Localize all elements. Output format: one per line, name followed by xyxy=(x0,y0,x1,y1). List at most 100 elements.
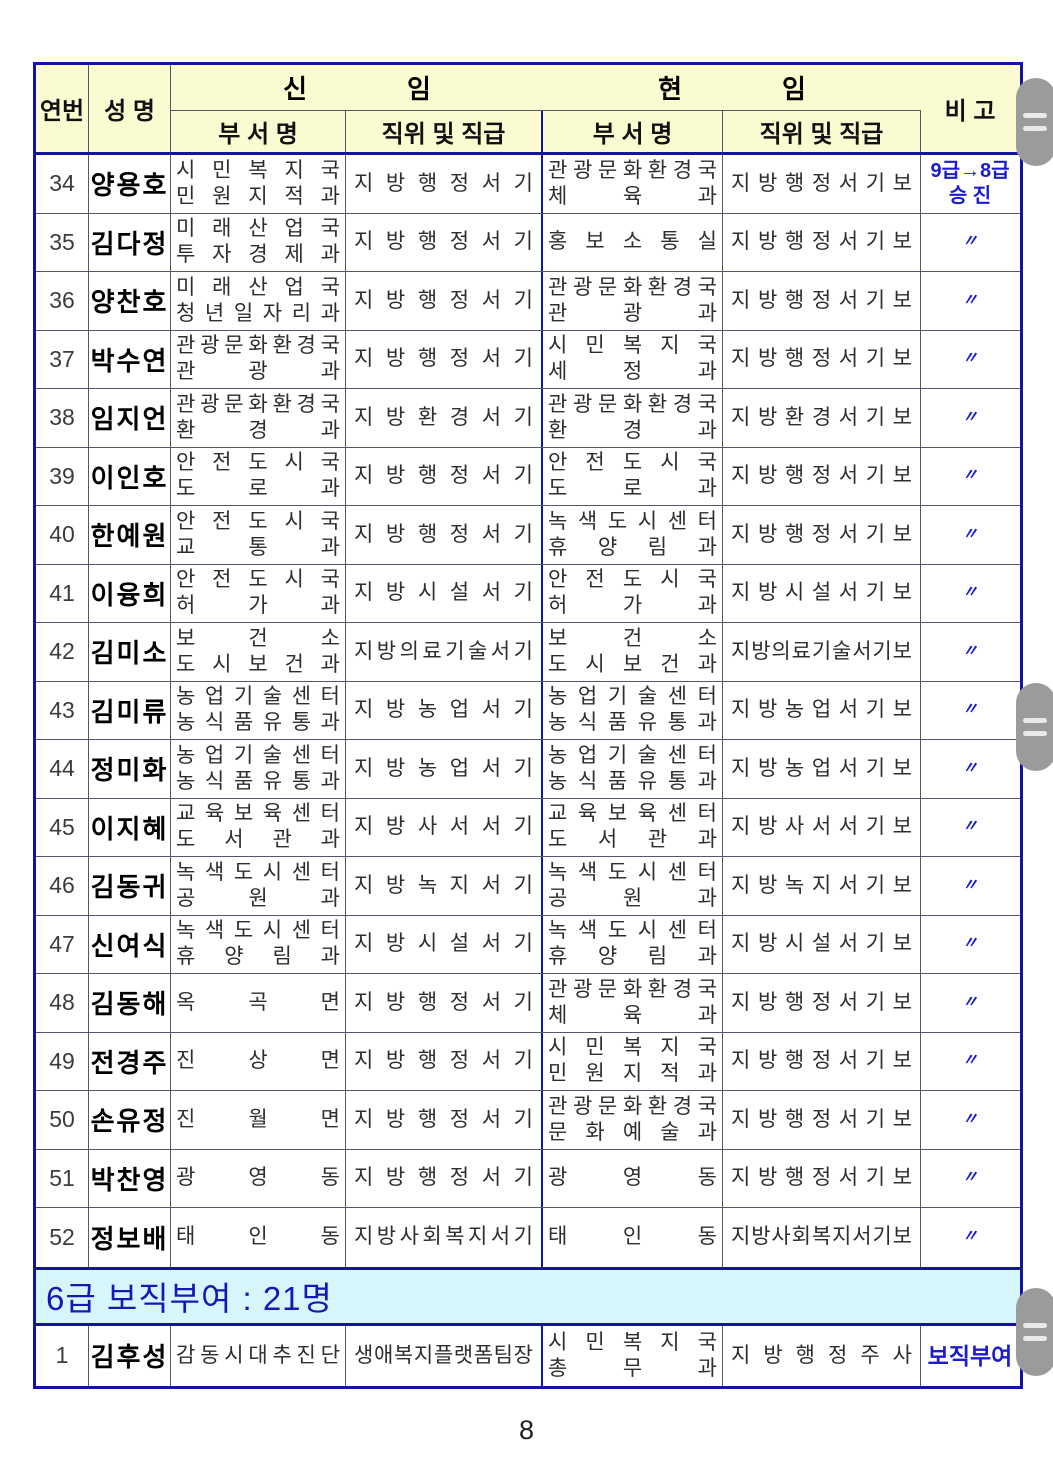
name-cell: 이융희 xyxy=(89,564,171,622)
scroll-handle-bottom[interactable] xyxy=(1016,1288,1053,1376)
header-current-left: 현 xyxy=(658,74,682,104)
name-cell: 정보배 xyxy=(89,1208,171,1267)
note-cell: 〃 xyxy=(921,682,1019,740)
note-cell: 〃 xyxy=(921,1091,1019,1149)
note-text: 〃 xyxy=(961,993,978,1011)
name-cell: 박찬영 xyxy=(89,1149,171,1207)
note-cell: 〃 xyxy=(921,916,1019,974)
header-new-dept: 부 서 명 xyxy=(171,111,346,152)
serial-cell: 43 xyxy=(36,681,89,739)
serial-cell: 36 xyxy=(36,272,89,330)
note-cell: 〃 xyxy=(921,214,1019,272)
name-cell: 김미소 xyxy=(89,623,171,681)
name-cell: 김동귀 xyxy=(89,857,171,915)
name-cell: 김후성 xyxy=(89,1325,171,1386)
table-row: 38 임지언 관 광 문 화 환 경 국 환 경 과 지 방 환 경 서 기 관 광 문 화 환 경 국 환 경 과 지 방 환 경 서 기 보 〃 xyxy=(36,389,1020,448)
serial-cell: 51 xyxy=(36,1149,89,1207)
serial-cell: 46 xyxy=(36,857,89,915)
table-row: 1 김후성 감 동 시 대 추 진 단 생 애 복 지 플 랫 폼 팀 장 시 민 복 지 국 총 무 과 지 방 행 정 주 사 보직부여 xyxy=(36,1325,1020,1386)
name-cell: 임지언 xyxy=(89,389,171,447)
table-row: 35 김다정 미 래 산 업 국 투 자 경 제 과 지 방 행 정 서 기 홍 보 소 통 실 지 방 행 정 서 기 보 〃 xyxy=(36,213,1020,272)
scroll-handle-top[interactable] xyxy=(1016,78,1053,166)
table-body-bonus: 1 김후성 감 동 시 대 추 진 단 생 애 복 지 플 랫 폼 팀 장 시 민 복 지 국 총 무 과 지 방 행 정 주 사 보직부여 xyxy=(36,1325,1020,1386)
serial-cell: 1 xyxy=(36,1325,89,1386)
note-text: 〃 xyxy=(961,818,978,836)
header-new-position: 직위 및 직급 xyxy=(346,111,543,152)
name-cell: 신여식 xyxy=(89,915,171,973)
serial-cell: 34 xyxy=(36,155,89,213)
table-row: 39 이인호 안 전 도 시 국 도 로 과 지 방 행 정 서 기 안 전 도 시 국 도 로 과 지 방 행 정 서 기 보 〃 xyxy=(36,447,1020,506)
name-cell: 양찬호 xyxy=(89,272,171,330)
header-current-dept: 부 서 명 xyxy=(543,111,723,152)
note-cell: 〃 xyxy=(921,272,1019,330)
header-name: 성 명 xyxy=(89,65,171,152)
header-serial: 연번 xyxy=(36,65,89,152)
header-current-position: 직위 및 직급 xyxy=(723,111,921,152)
serial-cell: 47 xyxy=(36,915,89,973)
note-cell: 〃 xyxy=(921,857,1019,915)
scroll-handle-middle[interactable] xyxy=(1016,683,1053,771)
header-current-right: 임 xyxy=(782,74,806,104)
note-cell: 9급→8급 승 진 xyxy=(921,155,1019,213)
name-cell: 정미화 xyxy=(89,740,171,798)
table-row: 46 김동귀 녹 색 도 시 센 터 공 원 과 지 방 녹 지 서 기 녹 색 도 시 센 터 공 원 과 지 방 녹 지 서 기 보 〃 xyxy=(36,857,1020,916)
